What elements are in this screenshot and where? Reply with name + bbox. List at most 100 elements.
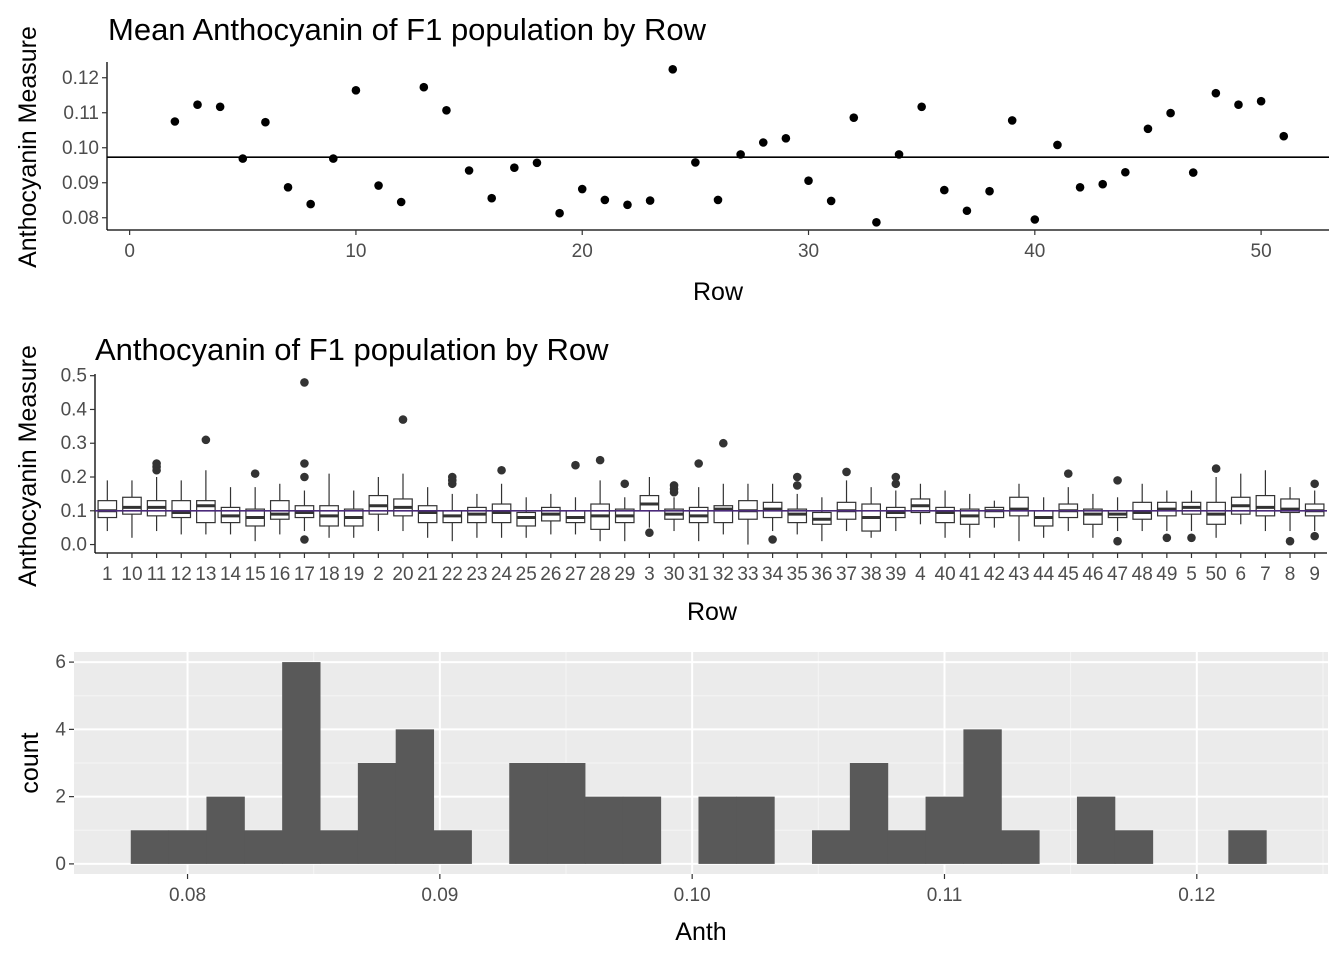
boxplot-y-tick-label: 0.0 [61,535,87,556]
histogram-bar [1001,830,1040,864]
boxplot-x-tick-label: 11 [147,564,167,585]
mean-scatter-x-tick-label: 20 [572,241,593,262]
box-outlier [1285,536,1295,546]
mean-point [894,150,904,159]
boxplot-x-tick-label: 49 [1156,564,1177,585]
mean-point [623,200,632,210]
mean-point [1211,88,1221,98]
boxplot-y-tick-label: 0.1 [61,501,87,522]
box-outlier [620,479,630,489]
histogram-bar [168,830,207,864]
mean-scatter-y-tick-label: 0.11 [63,103,99,124]
boxplot-x-tick-label: 32 [713,564,734,585]
mean-point [1053,140,1062,150]
mean-point [1121,167,1130,177]
mean-point [985,186,994,196]
boxplot-title: Anthocyanin of F1 population by Row [95,332,609,367]
histogram-bar [622,796,662,864]
boxplot-x-tick-label: 4 [915,564,926,585]
boxplot-x-tick-label: 23 [466,564,487,585]
mean-scatter-title: Mean Anthocyanin of F1 population by Row [108,12,707,47]
box-outlier [669,481,679,490]
histogram-bar [925,796,964,864]
histogram-bar [1114,830,1154,864]
boxplot-x-tick-label: 27 [565,564,586,585]
boxplot-x-tick-label: 31 [688,564,709,585]
boxplot-x-tick-label: 20 [392,564,413,585]
boxplot-y-tick-label: 0.5 [61,366,87,387]
boxplot-x-tick-label: 1 [102,564,113,585]
boxplot-x-tick-label: 41 [959,564,980,585]
box-outlier [300,378,309,387]
boxplot-xlabel: Row [687,598,738,626]
box-outlier [447,472,457,482]
histogram-bar [320,830,359,864]
mean-point [351,86,361,95]
box-iqr [935,506,955,524]
box-iqr [1255,494,1276,517]
boxplot-x-tick-label: 16 [269,564,290,585]
histogram-bar [963,729,1002,864]
mean-scatter-x-tick-label: 50 [1251,241,1272,262]
boxplot-x-tick-label: 45 [1058,564,1079,585]
mean-point [939,185,949,195]
box-iqr [1009,496,1029,517]
box-iqr [269,500,290,520]
mean-scatter-y-tick-label: 0.12 [62,68,99,89]
histogram-bar [736,796,775,864]
boxplot-x-tick-label: 48 [1132,564,1153,585]
boxplot-x-tick-label: 47 [1107,564,1128,585]
histogram-ylabel: count [16,732,44,793]
box-outlier [1310,531,1319,541]
box-outlier [398,415,408,424]
boxplot-x-tick-label: 5 [1186,564,1197,585]
boxplot-x-tick-label: 39 [885,564,906,585]
boxplot-x-tick-label: 46 [1082,564,1103,585]
mean-scatter-y-tick-label: 0.10 [62,138,99,159]
mean-point [328,154,338,163]
boxplot-x-tick-label: 12 [171,564,192,585]
box-outlier [300,472,309,482]
mean-point [691,158,700,167]
mean-scatter-x-tick-label: 10 [345,241,366,262]
histogram-bar [282,662,321,864]
box-outlier [152,459,161,468]
boxplot-x-tick-label: 29 [614,564,635,585]
box-outlier [300,459,309,468]
boxplot-x-tick-label: 18 [319,564,340,585]
histogram-bar [206,796,245,864]
mean-point [238,154,248,163]
histogram-y-tick-label: 6 [55,652,66,673]
boxplot-x-tick-label: 40 [935,564,956,585]
mean-scatter-panel: Mean Anthocyanin of F1 population by Row… [14,12,1329,306]
mean-point [849,113,859,122]
mean-point [645,196,655,205]
mean-point [577,184,587,194]
box-outlier [300,535,309,544]
boxplot-x-tick-label: 22 [442,564,463,585]
histogram-x-tick-label: 0.12 [1178,885,1215,906]
mean-point [261,117,270,127]
mean-scatter-x-tick-label: 40 [1024,241,1045,262]
histogram-bar [1076,796,1116,864]
anth-histogram-panel: Anth count 0 2 4 6 0.08 0.09 0.10 0.11 0.12 [16,652,1328,946]
histogram-x-tick-label: 0.10 [674,885,711,906]
boxplot-x-tick-label: 34 [762,564,784,585]
boxplot-x-tick-label: 35 [787,564,808,585]
histogram-x-tick-label: 0.09 [421,885,458,906]
box-outlier [497,465,506,475]
mean-point [510,163,519,172]
mean-point [1234,100,1243,109]
boxplot-x-tick-label: 6 [1235,564,1246,585]
box-outlier [1162,533,1172,543]
mean-point [872,218,881,227]
boxplot-x-tick-label: 13 [195,564,216,585]
histogram-y-tick-label: 2 [55,787,66,808]
mean-point [600,195,610,205]
mean-point [668,65,678,74]
mean-point [193,100,202,109]
boxplot-x-tick-label: 17 [294,564,315,585]
box-iqr [984,506,1005,519]
mean-point [532,158,542,168]
mean-point [1030,215,1040,224]
